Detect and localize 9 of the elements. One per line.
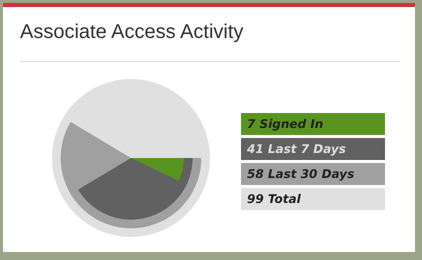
text: Associate Access Activity — [20, 21, 244, 44]
data-label: 41 — [247, 142, 264, 156]
data-label: 99 — [247, 192, 264, 206]
category-label: Signed In — [260, 117, 324, 131]
category-label: Last 7 Days — [268, 142, 346, 156]
data-label: 7 — [247, 117, 256, 131]
category-label: Total — [268, 192, 301, 206]
category-label: Last 30 Days — [268, 167, 354, 181]
data-label: 58 — [247, 167, 264, 181]
